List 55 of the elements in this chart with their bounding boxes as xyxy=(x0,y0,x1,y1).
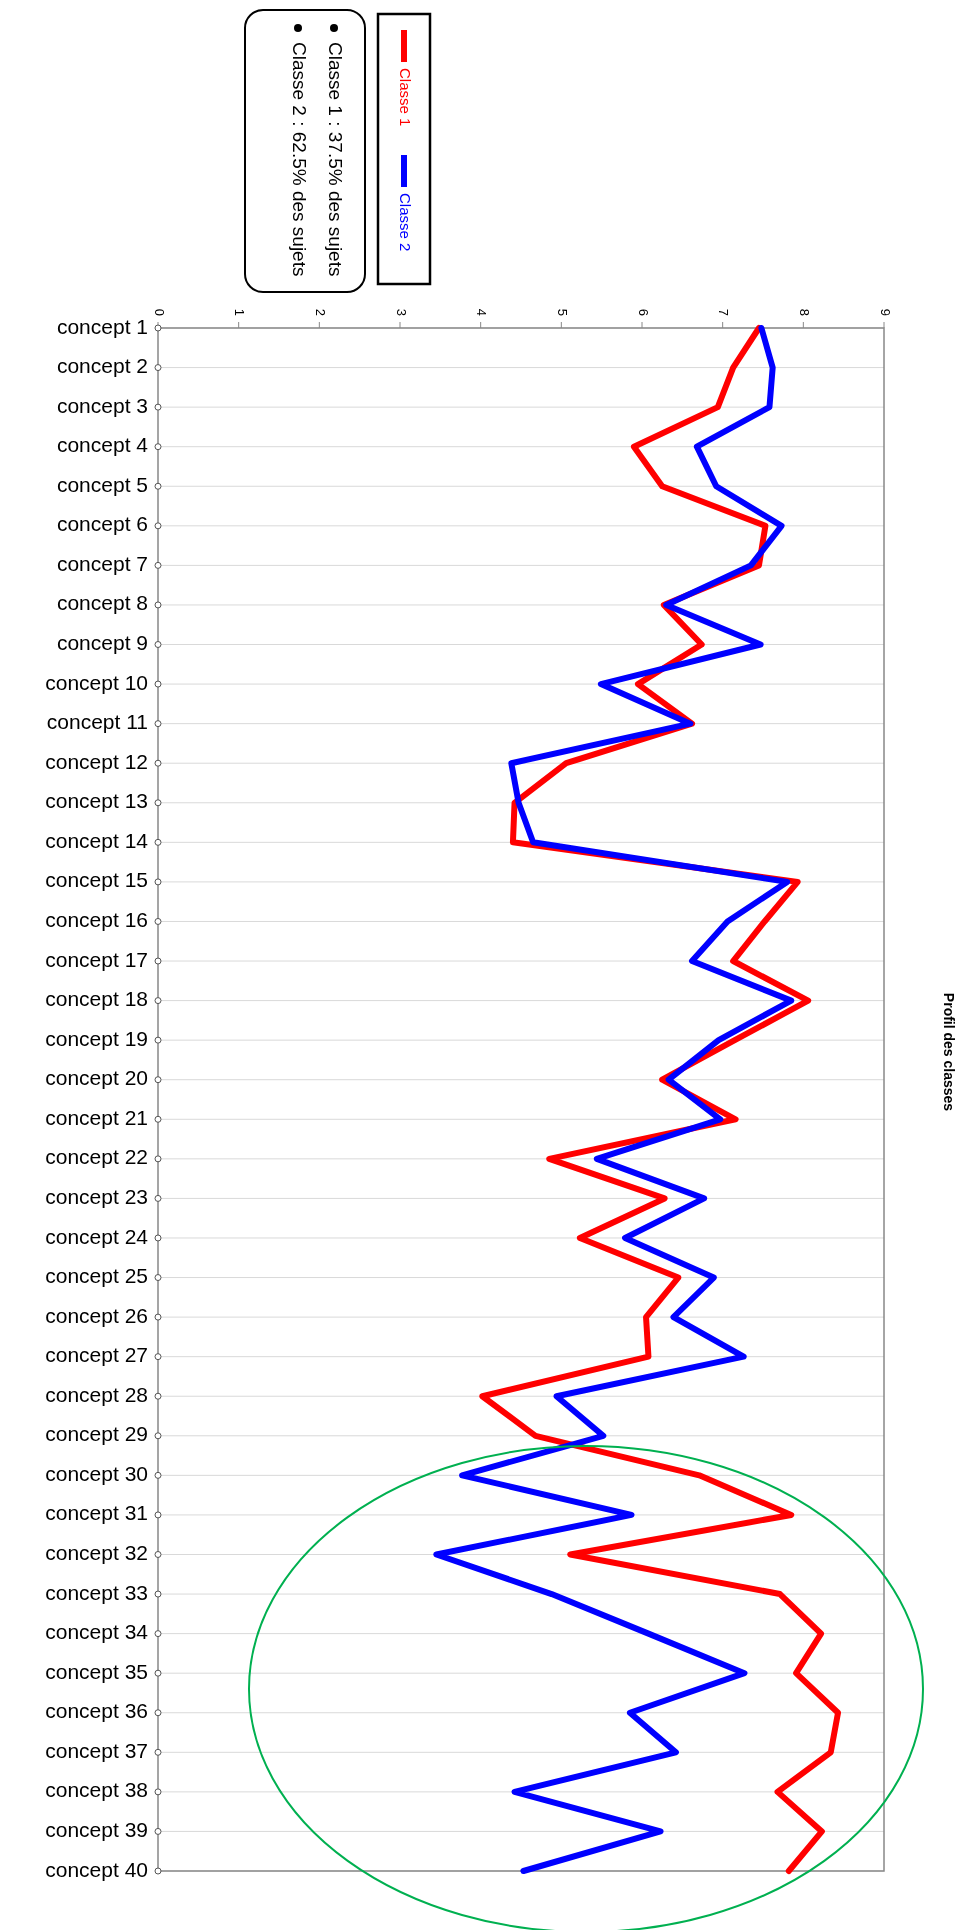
text: Classe 1 : 37.5% des sujets xyxy=(324,42,346,277)
x-tick-label: 5 xyxy=(554,308,570,316)
y-tick-label: concept 22 xyxy=(45,1145,148,1169)
y-tick-label: concept 31 xyxy=(45,1501,148,1525)
legend-label: Classe 2 xyxy=(397,193,415,252)
x-tick-label: 3 xyxy=(393,308,409,316)
x-tick-label: 0 xyxy=(151,308,167,316)
y-tick-label: concept 25 xyxy=(45,1264,148,1288)
y-tick-label: concept 12 xyxy=(45,749,148,773)
y-tick-label: concept 29 xyxy=(45,1422,148,1446)
y-tick-label: concept 28 xyxy=(45,1382,148,1406)
y-tick-label: concept 11 xyxy=(46,710,148,734)
y-tick-label: concept 17 xyxy=(45,947,148,971)
y-tick-label: concept 4 xyxy=(56,433,149,457)
y-tick-label: concept 34 xyxy=(45,1620,149,1644)
y-tick-label: concept 19 xyxy=(45,1026,148,1050)
y-tick-label: concept 1 xyxy=(56,314,148,338)
y-tick-label: concept 32 xyxy=(45,1541,148,1565)
y-tick-label: concept 23 xyxy=(45,1184,148,1208)
y-tick-label: concept 26 xyxy=(45,1303,148,1327)
y-tick-label: concept 36 xyxy=(45,1699,148,1723)
legend-label: Classe 1 xyxy=(397,68,415,127)
x-tick-label: 7 xyxy=(716,308,732,316)
y-tick-label: concept 10 xyxy=(45,670,148,694)
y-tick-label: concept 30 xyxy=(45,1461,148,1485)
y-tick-label: concept 40 xyxy=(45,1857,148,1881)
y-tick-label: concept 21 xyxy=(45,1105,148,1129)
y-tick-label: concept 35 xyxy=(45,1659,148,1683)
y-tick-label: concept 8 xyxy=(56,591,148,615)
y-tick-label: concept 6 xyxy=(56,512,148,536)
x-tick-label: 8 xyxy=(796,308,812,316)
text: Profil des classes xyxy=(941,992,957,1112)
y-tick-label: concept 37 xyxy=(45,1738,148,1762)
x-tick-label: 6 xyxy=(635,308,651,316)
x-tick-label: 1 xyxy=(232,308,248,316)
y-tick-label: concept 14 xyxy=(45,828,149,852)
x-tick-label: 9 xyxy=(877,308,893,316)
y-tick-label: concept 13 xyxy=(45,789,148,813)
x-tick-label: 4 xyxy=(474,308,490,316)
y-tick-label: concept 18 xyxy=(45,987,148,1011)
y-tick-label: concept 5 xyxy=(56,472,148,496)
y-tick-label: concept 7 xyxy=(56,551,148,575)
y-tick-label: concept 20 xyxy=(45,1066,148,1090)
x-tick-label: 2 xyxy=(312,308,328,316)
y-tick-label: concept 27 xyxy=(45,1343,148,1367)
y-tick-label: concept 2 xyxy=(56,354,148,378)
text: Classe 2 : 62.5% des sujets xyxy=(288,42,310,277)
y-tick-label: concept 3 xyxy=(56,393,148,417)
y-tick-label: concept 16 xyxy=(45,908,148,932)
y-tick-label: concept 39 xyxy=(45,1817,148,1841)
y-tick-label: concept 15 xyxy=(45,868,148,892)
y-tick-label: concept 24 xyxy=(45,1224,149,1248)
y-tick-label: concept 9 xyxy=(56,631,148,655)
y-tick-label: concept 33 xyxy=(45,1580,148,1604)
y-tick-label: concept 38 xyxy=(45,1778,148,1802)
